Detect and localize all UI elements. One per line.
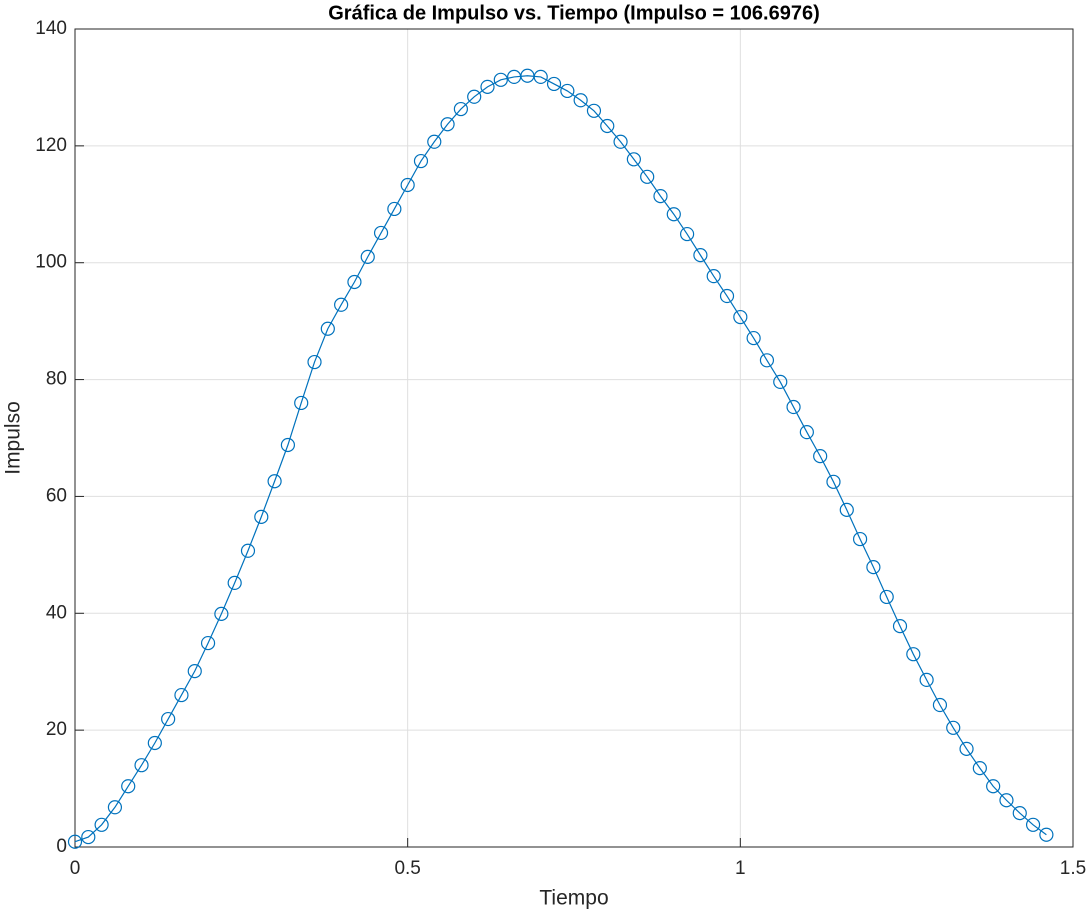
data-point (866, 560, 881, 575)
y-tick-label: 60 (46, 485, 67, 506)
x-tick-label: 0.5 (394, 858, 420, 879)
data-point (560, 83, 575, 99)
data-point (81, 829, 96, 845)
series-line (74, 75, 1047, 843)
data-point (161, 711, 176, 727)
data-point (254, 509, 269, 524)
data-point (1012, 806, 1027, 821)
data-point (134, 758, 149, 773)
data-point (932, 697, 948, 713)
y-tick-label: 20 (46, 719, 67, 740)
data-point (174, 687, 189, 703)
data-point (533, 69, 548, 85)
data-point (147, 735, 162, 751)
data-point (347, 274, 362, 290)
data-point (334, 297, 349, 312)
data-point (573, 93, 588, 108)
data-point (733, 309, 748, 325)
data-point (879, 589, 894, 605)
data-point (786, 399, 801, 415)
data-point (67, 834, 83, 849)
data-point (187, 664, 202, 679)
data-point (613, 134, 628, 149)
x-tick-label: 1 (735, 858, 746, 879)
data-point (214, 606, 229, 621)
data-point (227, 575, 242, 591)
data-point (693, 248, 708, 263)
data-point (586, 103, 602, 118)
data-point (400, 177, 415, 193)
data-point (746, 330, 761, 346)
y-tick-label: 40 (46, 602, 67, 623)
data-point (107, 800, 123, 815)
data-point (666, 207, 681, 222)
x-axis-label: Tiempo (539, 887, 608, 910)
y-tick-label: 0 (56, 836, 67, 857)
data-point (719, 288, 735, 304)
data-point (200, 635, 216, 651)
data-point (493, 72, 508, 87)
data-point (320, 321, 335, 336)
y-tick-label: 80 (46, 369, 67, 390)
data-point (680, 226, 695, 242)
data-point (240, 543, 256, 558)
data-point (467, 89, 482, 104)
y-axis-label: Impulso (2, 401, 25, 475)
data-point (706, 269, 721, 284)
x-tick-label: 1.5 (1060, 858, 1086, 879)
data-point (640, 169, 655, 184)
data-point (1039, 827, 1054, 842)
data-point (600, 118, 615, 134)
data-point (427, 134, 442, 149)
data-point (546, 76, 562, 92)
data-point (653, 189, 668, 204)
data-point (999, 793, 1014, 808)
data-point (773, 374, 788, 390)
data-point (813, 449, 828, 464)
data-point (280, 437, 296, 453)
data-point (480, 79, 495, 94)
data-point (892, 619, 908, 634)
data-point (440, 117, 455, 132)
x-tick-label: 0 (70, 858, 81, 879)
data-point (307, 354, 322, 370)
data-point (959, 741, 974, 756)
data-point (852, 531, 868, 547)
y-tick-label: 140 (35, 18, 67, 39)
plot-frame (74, 28, 1074, 848)
data-point (919, 672, 934, 687)
chart-title: Gráfica de Impulso vs. Tiempo (Impulso =… (328, 2, 819, 24)
data-point (972, 761, 987, 776)
data-point (826, 474, 841, 489)
data-point (839, 502, 854, 517)
data-point (626, 152, 641, 167)
data-point (946, 720, 961, 735)
data-point (759, 353, 775, 368)
data-point (360, 249, 375, 264)
data-point (387, 201, 402, 217)
data-point (373, 225, 389, 241)
data-point (267, 474, 282, 489)
y-tick-label: 100 (35, 252, 67, 273)
data-point (121, 779, 136, 794)
data-point (453, 101, 468, 117)
data-point (413, 153, 429, 169)
data-point (986, 779, 1001, 794)
y-tick-label: 120 (35, 135, 67, 156)
data-point (906, 647, 921, 662)
data-point (94, 817, 109, 832)
data-point (799, 425, 814, 440)
data-point (294, 395, 309, 411)
data-point (1025, 817, 1041, 832)
